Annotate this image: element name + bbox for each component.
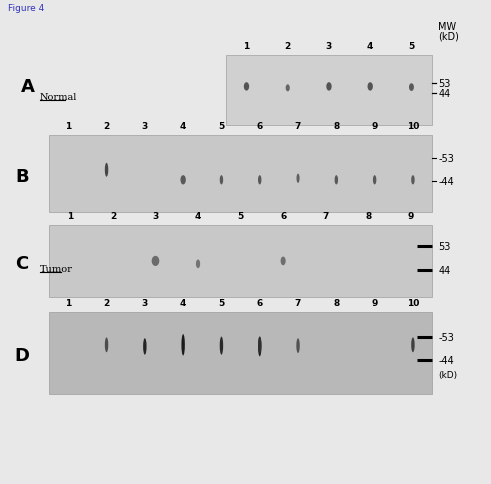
Text: 4: 4	[367, 42, 373, 51]
Text: 1: 1	[65, 121, 71, 131]
Text: 2: 2	[104, 298, 109, 307]
Text: Tumor: Tumor	[40, 264, 73, 273]
Text: 4: 4	[180, 121, 186, 131]
Text: 7: 7	[295, 121, 301, 131]
Text: 5: 5	[218, 121, 224, 131]
Ellipse shape	[297, 174, 300, 183]
Text: (kD): (kD)	[438, 370, 457, 379]
Ellipse shape	[368, 83, 373, 91]
Text: 1: 1	[244, 42, 249, 51]
Text: 9: 9	[372, 298, 378, 307]
Ellipse shape	[181, 176, 186, 185]
Text: 6: 6	[257, 298, 263, 307]
Text: 3: 3	[142, 121, 148, 131]
Text: C: C	[15, 255, 28, 273]
Text: 2: 2	[110, 211, 116, 220]
Text: 1: 1	[65, 298, 71, 307]
Ellipse shape	[327, 83, 331, 91]
Ellipse shape	[152, 257, 159, 266]
Ellipse shape	[411, 176, 415, 185]
Text: 4: 4	[180, 298, 186, 307]
Ellipse shape	[181, 334, 185, 356]
Text: D: D	[15, 347, 29, 365]
Text: 10: 10	[407, 121, 419, 131]
Ellipse shape	[296, 338, 300, 353]
Ellipse shape	[258, 337, 262, 357]
Ellipse shape	[373, 176, 377, 185]
Ellipse shape	[244, 83, 249, 91]
Text: 2: 2	[285, 42, 291, 51]
Text: 3: 3	[152, 211, 159, 220]
Text: 9: 9	[408, 211, 414, 220]
Ellipse shape	[409, 84, 414, 92]
Text: (kD): (kD)	[438, 31, 459, 42]
Text: 2: 2	[104, 121, 109, 131]
Ellipse shape	[258, 176, 262, 185]
Text: -44: -44	[438, 355, 454, 365]
Text: 53: 53	[438, 79, 450, 89]
Text: -53: -53	[438, 332, 454, 342]
Text: 3: 3	[326, 42, 332, 51]
Ellipse shape	[334, 176, 338, 185]
Ellipse shape	[143, 338, 147, 355]
Text: Normal: Normal	[40, 92, 78, 101]
Text: -53: -53	[438, 154, 454, 164]
Ellipse shape	[196, 260, 200, 269]
Text: -44: -44	[438, 177, 454, 187]
Ellipse shape	[105, 338, 109, 352]
Text: 9: 9	[372, 121, 378, 131]
Text: Figure 4: Figure 4	[8, 4, 44, 13]
Text: 1: 1	[67, 211, 74, 220]
Text: A: A	[21, 78, 35, 96]
Text: 53: 53	[438, 242, 450, 252]
Bar	[49, 225, 432, 298]
Text: 3: 3	[142, 298, 148, 307]
Text: 44: 44	[438, 265, 450, 275]
Bar	[226, 56, 432, 126]
Text: 5: 5	[409, 42, 414, 51]
Text: MW: MW	[438, 22, 456, 32]
Text: 7: 7	[295, 298, 301, 307]
Text: 5: 5	[238, 211, 244, 220]
Text: B: B	[15, 167, 29, 186]
Text: 44: 44	[438, 89, 450, 99]
Text: 8: 8	[365, 211, 371, 220]
Ellipse shape	[280, 257, 286, 266]
Ellipse shape	[258, 337, 262, 353]
Text: 6: 6	[280, 211, 286, 220]
Ellipse shape	[219, 176, 223, 185]
Text: 8: 8	[333, 298, 339, 307]
Text: 7: 7	[323, 211, 329, 220]
Ellipse shape	[411, 338, 415, 352]
Text: 8: 8	[333, 121, 339, 131]
Text: 6: 6	[257, 121, 263, 131]
Bar	[49, 136, 432, 213]
Ellipse shape	[105, 164, 109, 177]
Ellipse shape	[219, 337, 223, 355]
Text: 4: 4	[195, 211, 201, 220]
Bar	[49, 312, 432, 394]
Text: 5: 5	[218, 298, 224, 307]
Ellipse shape	[286, 85, 290, 92]
Text: 10: 10	[407, 298, 419, 307]
